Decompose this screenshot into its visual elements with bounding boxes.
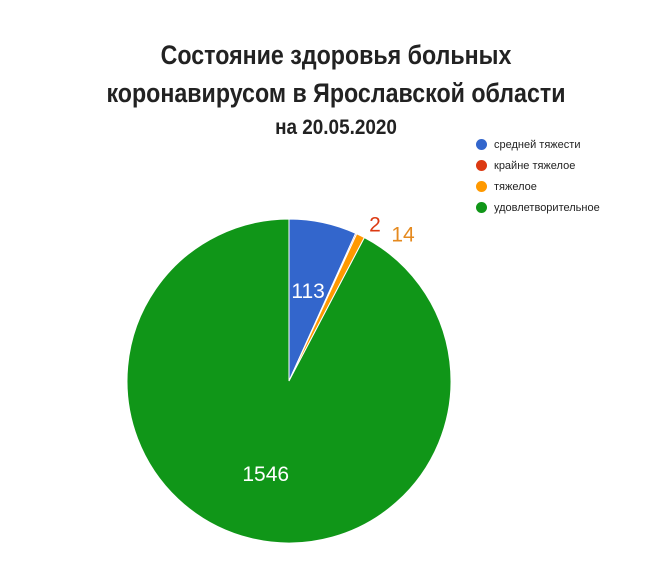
legend-item: средней тяжести bbox=[476, 134, 666, 155]
legend-item: тяжелое bbox=[476, 176, 666, 197]
chart-title-line-2: коронавирусом в Ярославской области bbox=[106, 78, 566, 108]
slice-label-0: 113 bbox=[291, 280, 324, 303]
legend-label: крайне тяжелое bbox=[494, 159, 576, 172]
legend-label: средней тяжести bbox=[494, 138, 581, 151]
legend-label: удовлетворительное bbox=[494, 201, 600, 214]
slice-label-2: 14 bbox=[391, 224, 415, 247]
pie-slice-3 bbox=[126, 218, 452, 544]
legend-label: тяжелое bbox=[494, 180, 537, 193]
legend-swatch-icon bbox=[476, 139, 487, 150]
slice-label-3: 1546 bbox=[242, 463, 289, 486]
chart-title-line-1: Состояние здоровья больных bbox=[160, 40, 512, 70]
slice-label-1: 2 bbox=[369, 214, 381, 237]
legend-item: крайне тяжелое bbox=[476, 155, 666, 176]
legend-swatch-icon bbox=[476, 202, 487, 213]
legend-swatch-icon bbox=[476, 181, 487, 192]
chart-title: Состояние здоровья больных коронавирусом… bbox=[0, 36, 672, 144]
legend: средней тяжести крайне тяжелое тяжелое удов… bbox=[476, 134, 666, 218]
chart-title-line-3: на 20.05.2020 bbox=[275, 116, 397, 139]
legend-swatch-icon bbox=[476, 160, 487, 171]
legend-item: удовлетворительное bbox=[476, 197, 666, 218]
